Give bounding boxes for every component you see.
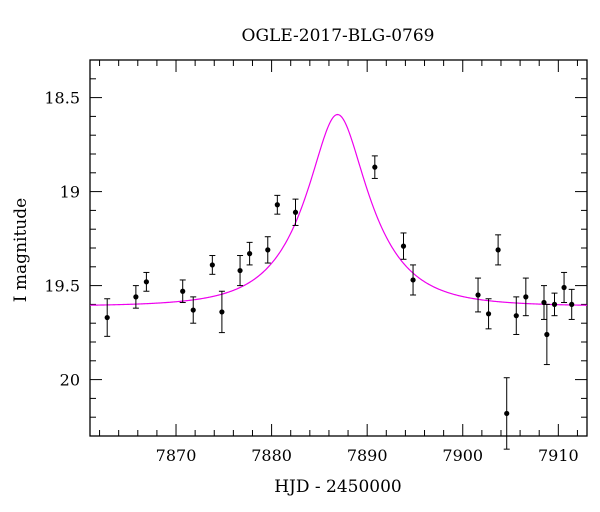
data-point xyxy=(190,296,197,324)
data-marker xyxy=(485,311,492,317)
data-point xyxy=(568,288,575,320)
data-marker xyxy=(190,307,196,313)
data-point xyxy=(561,271,568,304)
data-marker xyxy=(209,262,215,268)
data-point xyxy=(209,255,216,275)
data-marker xyxy=(410,277,416,283)
y-axis-ticks xyxy=(90,59,587,437)
data-marker xyxy=(475,292,481,298)
data-marker xyxy=(561,284,567,291)
data-point xyxy=(246,241,253,266)
x-tick-label: 7910 xyxy=(538,446,579,465)
y-tick-label: 19.5 xyxy=(44,277,80,296)
data-point xyxy=(485,298,492,330)
data-marker xyxy=(292,209,299,215)
data-point xyxy=(513,296,520,335)
data-point xyxy=(218,290,225,334)
chart-title: OGLE-2017-BLG-0769 xyxy=(242,26,435,46)
data-point xyxy=(522,277,529,317)
model-curve xyxy=(89,113,588,306)
data-marker xyxy=(544,331,550,338)
data-marker xyxy=(265,247,271,253)
data-marker xyxy=(569,301,575,307)
data-point xyxy=(543,303,550,366)
data-point xyxy=(551,292,558,317)
x-tick-label: 7900 xyxy=(442,446,483,465)
data-point xyxy=(264,236,271,264)
data-marker xyxy=(504,410,510,417)
x-tick-label: 7890 xyxy=(347,446,388,465)
data-marker xyxy=(143,279,149,285)
x-tick-label: 7870 xyxy=(156,446,197,465)
data-marker xyxy=(133,294,139,300)
data-marker xyxy=(400,243,407,249)
y-tick-label: 18.5 xyxy=(44,89,80,108)
data-point xyxy=(475,277,482,313)
data-points xyxy=(104,155,575,450)
x-axis-tick-labels: 7870 7880 7890 7900 7910 xyxy=(156,446,579,465)
data-marker xyxy=(551,301,558,307)
plot-frame xyxy=(89,59,588,437)
data-point xyxy=(400,232,407,260)
data-point xyxy=(371,155,378,179)
y-tick-label: 20 xyxy=(60,371,80,390)
data-point xyxy=(495,234,502,266)
data-point xyxy=(179,279,186,304)
data-marker xyxy=(541,299,547,306)
data-marker xyxy=(523,294,529,300)
data-point xyxy=(503,377,510,450)
data-marker xyxy=(219,309,225,315)
data-marker xyxy=(104,314,110,321)
data-point xyxy=(410,264,417,296)
y-axis-tick-labels: 18.5 19 19.5 20 xyxy=(44,89,80,390)
data-point xyxy=(104,298,111,337)
data-marker xyxy=(495,247,501,253)
data-marker xyxy=(372,164,378,170)
x-tick-label: 7880 xyxy=(251,446,292,465)
data-point xyxy=(132,285,139,309)
x-axis-ticks xyxy=(99,60,578,436)
data-point xyxy=(292,198,299,226)
data-marker xyxy=(274,202,280,208)
data-marker xyxy=(237,267,243,274)
data-marker xyxy=(513,313,519,319)
data-point xyxy=(540,285,547,320)
data-point xyxy=(237,255,244,287)
y-tick-label: 19 xyxy=(60,183,80,202)
data-point xyxy=(143,271,150,292)
data-point xyxy=(274,194,281,215)
data-marker xyxy=(180,288,186,294)
x-axis-label: HJD - 2450000 xyxy=(274,477,402,497)
data-marker xyxy=(247,251,253,257)
y-axis-label: I magnitude xyxy=(11,198,31,302)
